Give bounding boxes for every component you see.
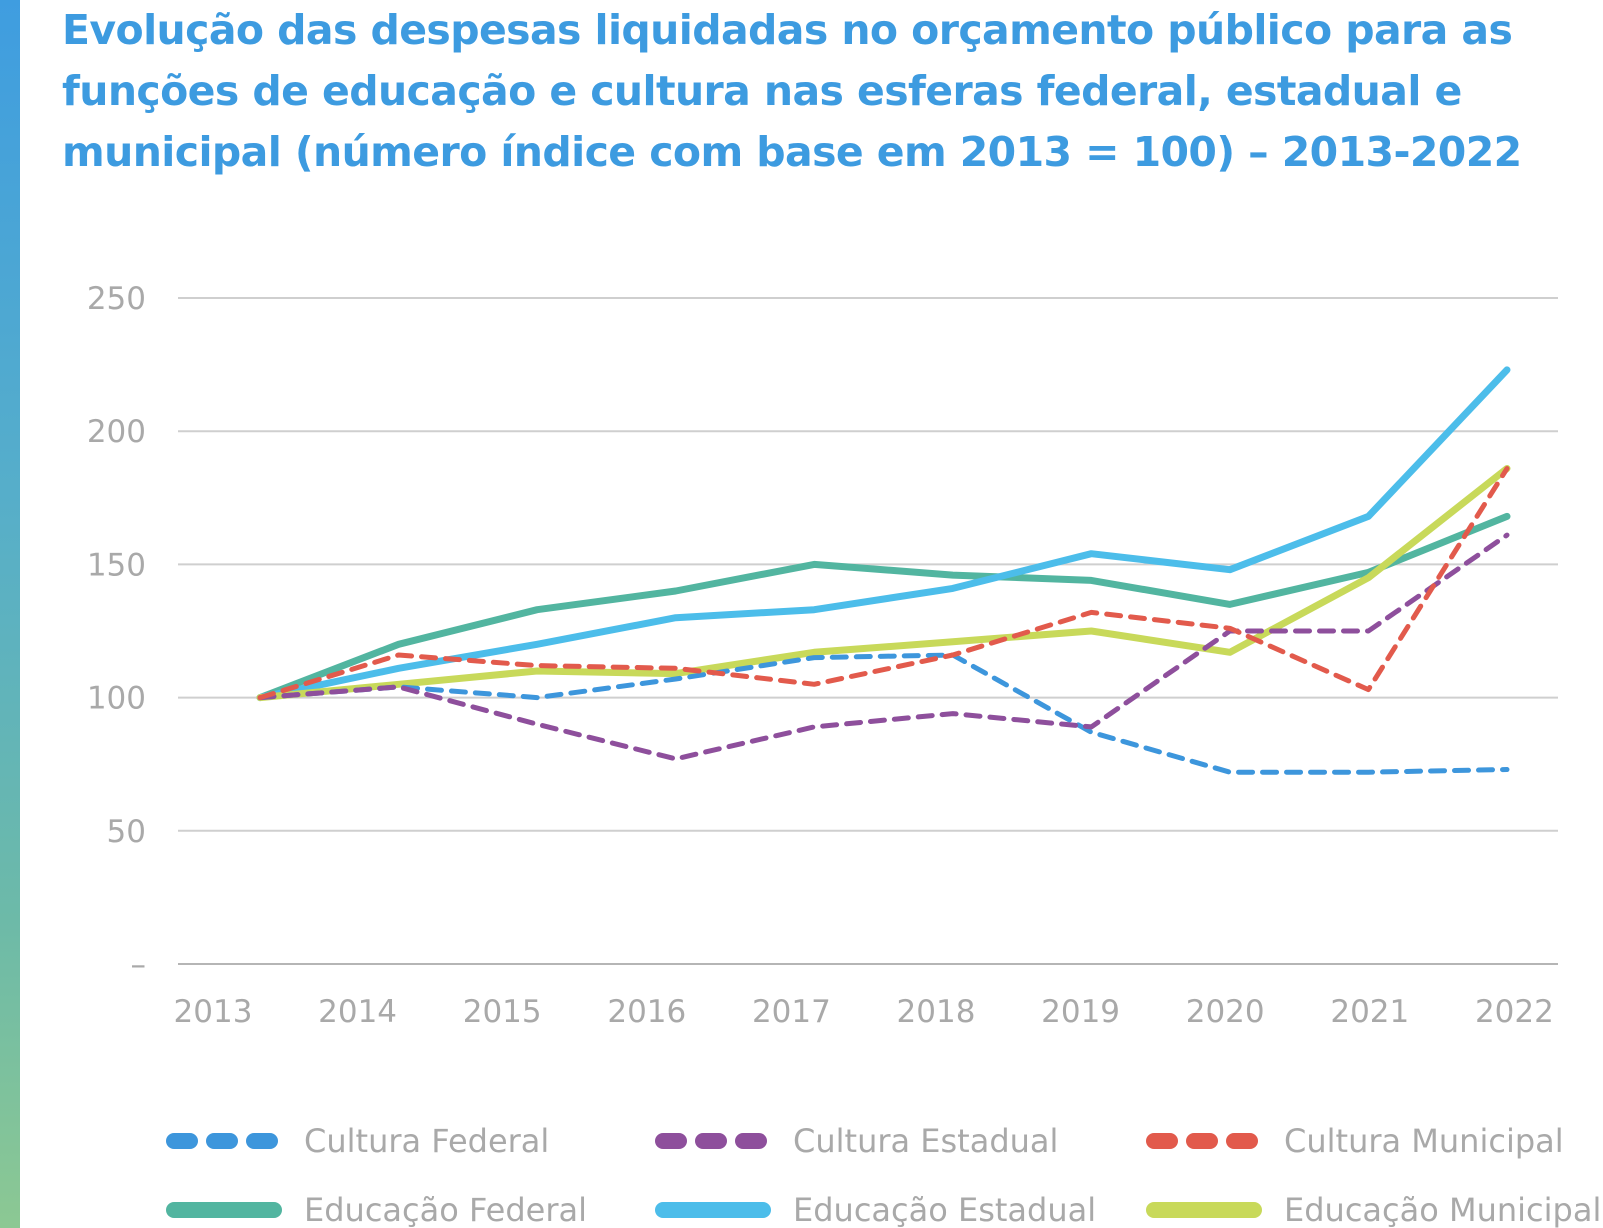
legend-swatch-cultura-estadual-2 (695, 1133, 727, 1149)
y-tick-label-150: 150 (87, 547, 146, 583)
x-tick-label-2018: 2018 (897, 994, 976, 1030)
legend-swatch-cultura-municipal-1 (1146, 1133, 1178, 1149)
legend-swatch-educacao-estadual (655, 1202, 771, 1218)
series-line-educacao-federal (256, 512, 1511, 702)
legend-swatch-cultura-federal-3 (246, 1133, 278, 1149)
x-tick-label-2014: 2014 (318, 994, 397, 1030)
y-axis-ticks: – 50 100 150 200 250 (87, 281, 146, 983)
x-tick-label-2015: 2015 (463, 994, 542, 1030)
legend-swatch-cultura-federal-1 (166, 1133, 198, 1149)
x-tick-label-2021: 2021 (1330, 994, 1409, 1030)
series-line-cultura-estadual (257, 532, 1510, 762)
x-tick-label-2017: 2017 (752, 994, 831, 1030)
legend-swatch-cultura-federal-2 (206, 1133, 238, 1149)
y-tick-label-50: 50 (107, 814, 146, 850)
legend-swatch-cultura-municipal-2 (1186, 1133, 1218, 1149)
x-tick-label-2022: 2022 (1475, 994, 1554, 1030)
x-tick-label-2016: 2016 (607, 994, 686, 1030)
grid-lines (178, 297, 1558, 965)
legend-swatch-cultura-estadual-3 (735, 1133, 767, 1149)
series-line-educacao-estadual (256, 366, 1511, 702)
x-tick-label-2013: 2013 (174, 994, 253, 1030)
chart-title: Evolução das despesas liquidadas no orça… (62, 6, 1522, 176)
series-lines (256, 366, 1511, 775)
y-tick-label-0: – (131, 947, 147, 983)
side-accent-bar (0, 0, 20, 1228)
y-tick-label-100: 100 (87, 681, 146, 717)
y-tick-label-200: 200 (87, 414, 146, 450)
legend-swatch-cultura-municipal-3 (1226, 1133, 1258, 1149)
legend-label-educacao-estadual: Educação Estadual (793, 1191, 1096, 1228)
series-line-educacao-municipal (256, 465, 1511, 702)
legend-label-educacao-federal: Educação Federal (304, 1191, 587, 1228)
legend-swatch-educacao-federal (166, 1202, 282, 1218)
legend-label-cultura-municipal: Cultura Municipal (1284, 1122, 1564, 1160)
y-tick-label-250: 250 (87, 281, 146, 317)
x-tick-label-2020: 2020 (1186, 994, 1265, 1030)
series-line-cultura-federal (257, 652, 1510, 775)
x-axis-ticks: 2013 2014 2015 2016 2017 2018 2019 2020 2021 2022 (174, 994, 1554, 1030)
legend: Cultura Federal Cultura Estadual Cultura M… (166, 1122, 1601, 1228)
legend-label-cultura-federal: Cultura Federal (304, 1122, 549, 1160)
legend-label-cultura-estadual: Cultura Estadual (793, 1122, 1058, 1160)
legend-label-educacao-municipal: Educação Municipal (1284, 1191, 1601, 1228)
legend-swatch-educacao-municipal (1146, 1202, 1262, 1218)
x-tick-label-2019: 2019 (1041, 994, 1120, 1030)
legend-swatch-cultura-estadual-1 (655, 1133, 687, 1149)
series-line-cultura-municipal (257, 466, 1510, 701)
